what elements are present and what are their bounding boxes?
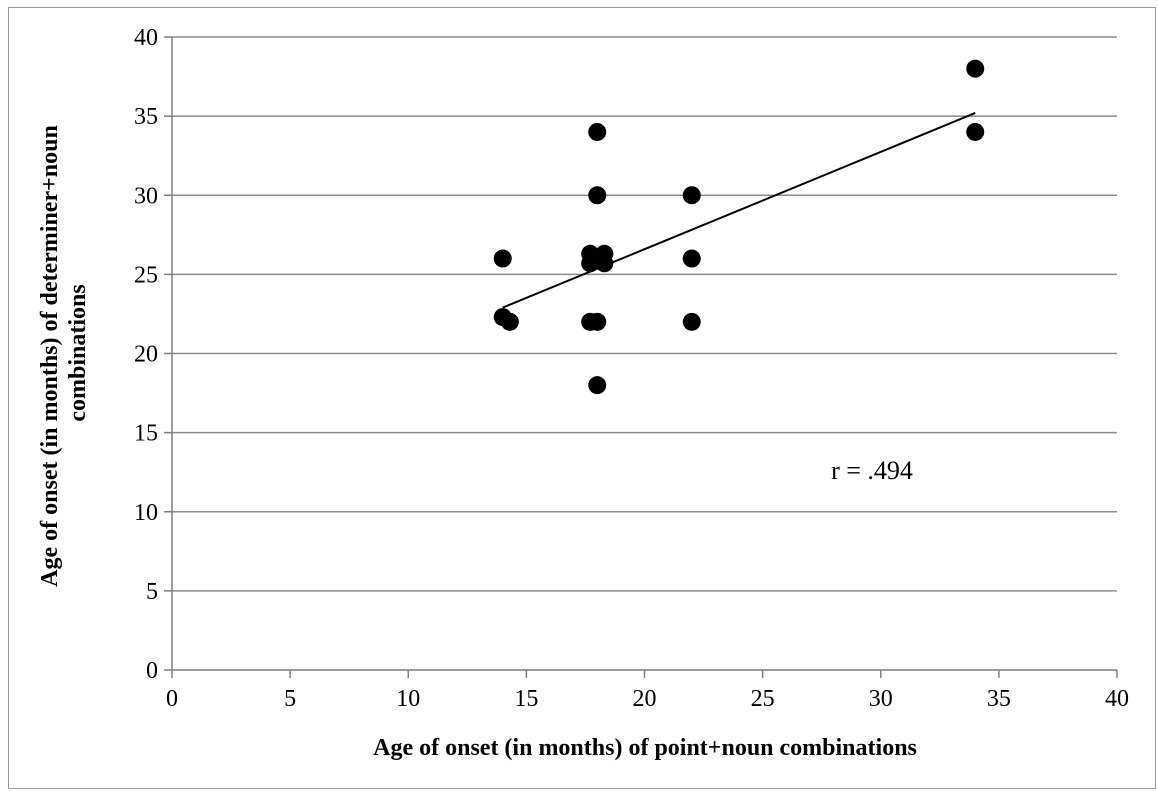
data-point [588,186,607,205]
y-tick-label: 20 [134,342,158,368]
data-point [682,249,701,268]
y-axis-title: Age of onset (in months) of determiner+n… [37,119,91,587]
y-tick-label: 40 [134,25,158,51]
data-points [493,59,985,395]
data-point [588,122,607,141]
data-point [493,249,512,268]
x-tick-label: 40 [1105,686,1129,712]
gridlines [172,36,1117,592]
axes [164,36,1118,678]
data-point [682,312,701,331]
data-point [966,122,985,141]
x-tick-label: 15 [514,686,538,712]
data-point [581,254,600,273]
y-tick-label: 35 [134,104,158,130]
x-tick-label: 30 [869,686,893,712]
data-point [588,312,607,331]
y-axis-title-line1: Age of onset (in months) of determiner+n… [37,125,63,587]
y-tick-label: 0 [146,658,158,684]
x-tick-label: 20 [633,686,657,712]
trendline [502,112,976,309]
x-tick-label: 10 [396,686,420,712]
x-tick-label: 25 [751,686,775,712]
y-tick-label: 30 [134,183,158,209]
data-point [588,376,607,395]
trendline-group [502,112,976,309]
y-tick-label: 15 [134,421,158,447]
data-point [966,59,985,78]
tick-labels: 0 5 10 15 20 25 30 35 40 0 5 10 15 20 25 30 35 40 [134,25,1129,712]
correlation-annotation: r = .494 [831,456,913,485]
x-tick-label: 5 [284,686,296,712]
data-point [682,186,701,205]
x-tick-label: 35 [987,686,1011,712]
data-point [500,312,519,331]
y-tick-label: 25 [134,262,158,288]
y-axis-title-line2: combinations [65,284,91,421]
data-point [595,254,614,273]
x-axis-title: Age of onset (in months) of point+noun c… [373,735,917,761]
x-tick-label: 0 [166,686,178,712]
y-tick-label: 5 [146,579,158,605]
chart-frame [8,7,1156,789]
y-tick-label: 10 [134,500,158,526]
